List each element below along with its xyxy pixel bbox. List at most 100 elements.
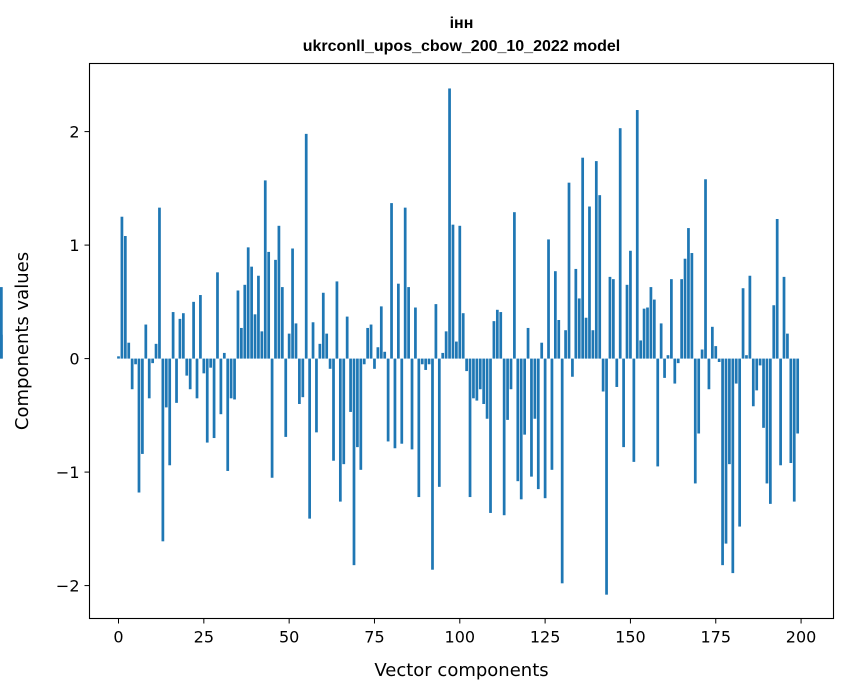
bar [243,284,247,359]
bar [635,110,639,359]
bar [277,225,281,359]
bar [407,287,410,359]
bar [762,358,765,428]
bar [666,355,670,359]
bar [618,128,622,359]
bar [199,295,202,359]
bar [499,312,503,359]
bar [700,349,704,359]
bar [263,180,267,359]
bar [779,358,782,466]
chart-title: інн [450,15,474,32]
bar [284,358,288,437]
bar [724,358,728,544]
x-tick-label: 75 [364,628,384,647]
bar [373,358,376,369]
bar [574,268,578,359]
bar [690,253,694,359]
bar [222,352,226,359]
bar [168,358,172,466]
x-tick-label: 200 [786,628,817,647]
bar [253,314,257,359]
bar [530,358,533,477]
bar [656,358,660,467]
bar [676,358,680,364]
bar [308,358,311,519]
bar [420,358,424,365]
bar [417,358,421,498]
bar [325,333,329,359]
bar [151,358,155,364]
bar [287,333,291,359]
y-tick-label: 2 [69,123,79,142]
bar [158,207,161,359]
bar [482,358,486,404]
bar [369,324,373,359]
bar [540,342,544,359]
bar [328,358,332,369]
bar [216,272,219,359]
bar [523,358,527,435]
bar [670,279,673,359]
bar [502,358,506,516]
bar [731,358,735,574]
bar [458,225,462,359]
bar [547,239,550,359]
bar [584,317,588,359]
bar [495,309,499,359]
bar [625,284,629,359]
bar [608,276,612,359]
bar [144,324,148,359]
x-tick-label: 25 [194,628,214,647]
bar [509,358,513,390]
bar [772,305,776,359]
bar [745,355,748,359]
bar [240,327,243,359]
bar [441,352,445,359]
bar [178,318,182,359]
x-tick-label: 100 [445,628,476,647]
bar [188,358,192,390]
bar [782,276,786,359]
bar [564,330,567,359]
bar [342,358,346,465]
bar [147,358,151,399]
bar [567,182,571,359]
bar [209,358,213,368]
bar [741,288,745,359]
bar [181,313,185,359]
bar [465,358,468,372]
bar [390,203,393,359]
bar [175,358,178,403]
bar [434,304,438,359]
bar [280,287,284,359]
bar [663,358,666,378]
bar [359,358,363,470]
bar [601,358,605,392]
y-tick-label: 1 [69,236,79,255]
y-tick-label: −2 [56,577,80,596]
bar [349,358,352,412]
x-tick-label: 125 [530,628,561,647]
bar [622,358,625,448]
bar [707,358,711,390]
bar [704,179,707,359]
bar [0,287,3,359]
bar [123,236,127,359]
bar [550,358,554,470]
bar [639,340,643,359]
bar [605,358,608,595]
bar [396,283,400,359]
bar [257,275,260,359]
bar [492,321,496,359]
bar [768,358,772,504]
x-tick-label: 0 [113,628,123,647]
bar [141,358,144,454]
bar [219,358,223,415]
bar [765,358,769,484]
bar [304,133,308,359]
bar [751,358,755,407]
bar [291,248,294,359]
bar [444,331,448,359]
bar [451,224,455,359]
